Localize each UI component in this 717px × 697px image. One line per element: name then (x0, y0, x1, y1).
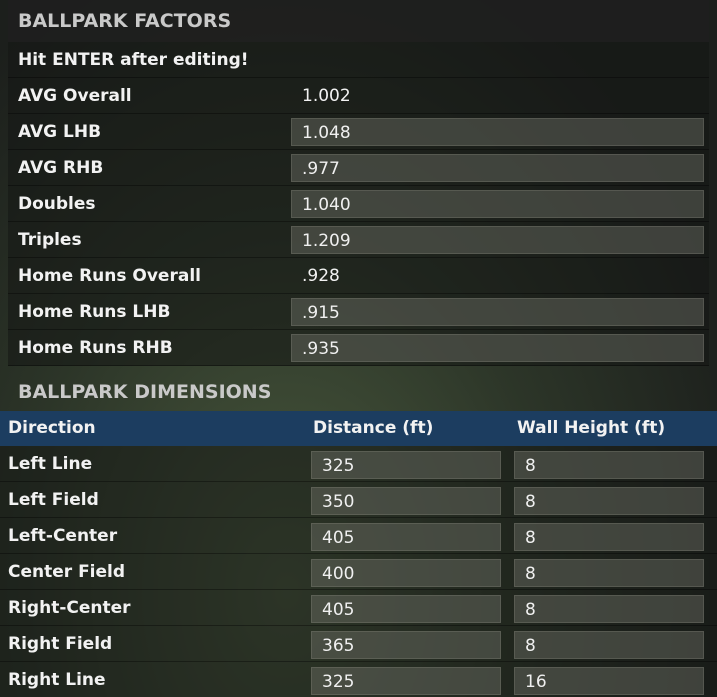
factor-input[interactable]: 1.209 (291, 226, 704, 254)
column-header: Distance (ft) (313, 418, 434, 438)
direction-label: Right Line (8, 670, 106, 690)
factor-row (8, 222, 709, 258)
dimension-row (0, 446, 717, 482)
factor-label: Home Runs RHB (18, 338, 173, 358)
column-header: Wall Height (ft) (517, 418, 666, 438)
distance-input[interactable]: 400 (311, 559, 501, 587)
factor-row (8, 78, 709, 114)
direction-label: Center Field (8, 562, 126, 582)
factor-input[interactable]: .977 (291, 154, 704, 182)
factor-input[interactable]: .915 (291, 298, 704, 326)
factor-row (8, 114, 709, 150)
factor-value: 1.002 (302, 86, 351, 106)
distance-input[interactable]: 325 (311, 451, 501, 479)
direction-label: Right Field (8, 634, 113, 654)
distance-input[interactable]: 365 (311, 631, 501, 659)
table-header (0, 411, 717, 446)
dimension-row (0, 626, 717, 662)
wall-height-input[interactable]: 8 (514, 559, 704, 587)
column-header: Direction (8, 418, 96, 438)
factor-row (8, 330, 709, 366)
wall-height-input[interactable]: 16 (514, 667, 704, 695)
direction-label: Right-Center (8, 598, 131, 618)
factor-label: AVG RHB (18, 158, 104, 178)
section-title: BALLPARK DIMENSIONS (18, 381, 272, 403)
distance-input[interactable]: 405 (311, 595, 501, 623)
distance-input[interactable]: 325 (311, 667, 501, 695)
distance-input[interactable]: 350 (311, 487, 501, 515)
direction-label: Left Field (8, 490, 99, 510)
factor-row (8, 150, 709, 186)
direction-label: Left-Center (8, 526, 118, 546)
wall-height-input[interactable]: 8 (514, 451, 704, 479)
factor-row (8, 258, 709, 294)
dimension-row (0, 482, 717, 518)
wall-height-input[interactable]: 8 (514, 487, 704, 515)
note: Hit ENTER after editing! (18, 50, 249, 70)
direction-label: Left Line (8, 454, 93, 474)
factor-label: Triples (18, 230, 82, 250)
factor-label: Home Runs LHB (18, 302, 171, 322)
factor-input[interactable]: .935 (291, 334, 704, 362)
factor-label: AVG LHB (18, 122, 102, 142)
dimension-row (0, 518, 717, 554)
factor-input[interactable]: 1.048 (291, 118, 704, 146)
factor-row (8, 186, 709, 222)
factor-label: AVG Overall (18, 86, 132, 106)
section-title: BALLPARK FACTORS (18, 10, 232, 32)
wall-height-input[interactable]: 8 (514, 595, 704, 623)
note-row (8, 42, 709, 78)
header-band (8, 0, 709, 42)
wall-height-input[interactable]: 8 (514, 631, 704, 659)
dimension-row (0, 590, 717, 626)
factor-label: Doubles (18, 194, 96, 214)
dimension-row (0, 554, 717, 590)
factor-row (8, 294, 709, 330)
factor-value: .928 (302, 266, 340, 286)
factor-input[interactable]: 1.040 (291, 190, 704, 218)
factor-label: Home Runs Overall (18, 266, 201, 286)
wall-height-input[interactable]: 8 (514, 523, 704, 551)
distance-input[interactable]: 405 (311, 523, 501, 551)
dimension-row (0, 662, 717, 697)
